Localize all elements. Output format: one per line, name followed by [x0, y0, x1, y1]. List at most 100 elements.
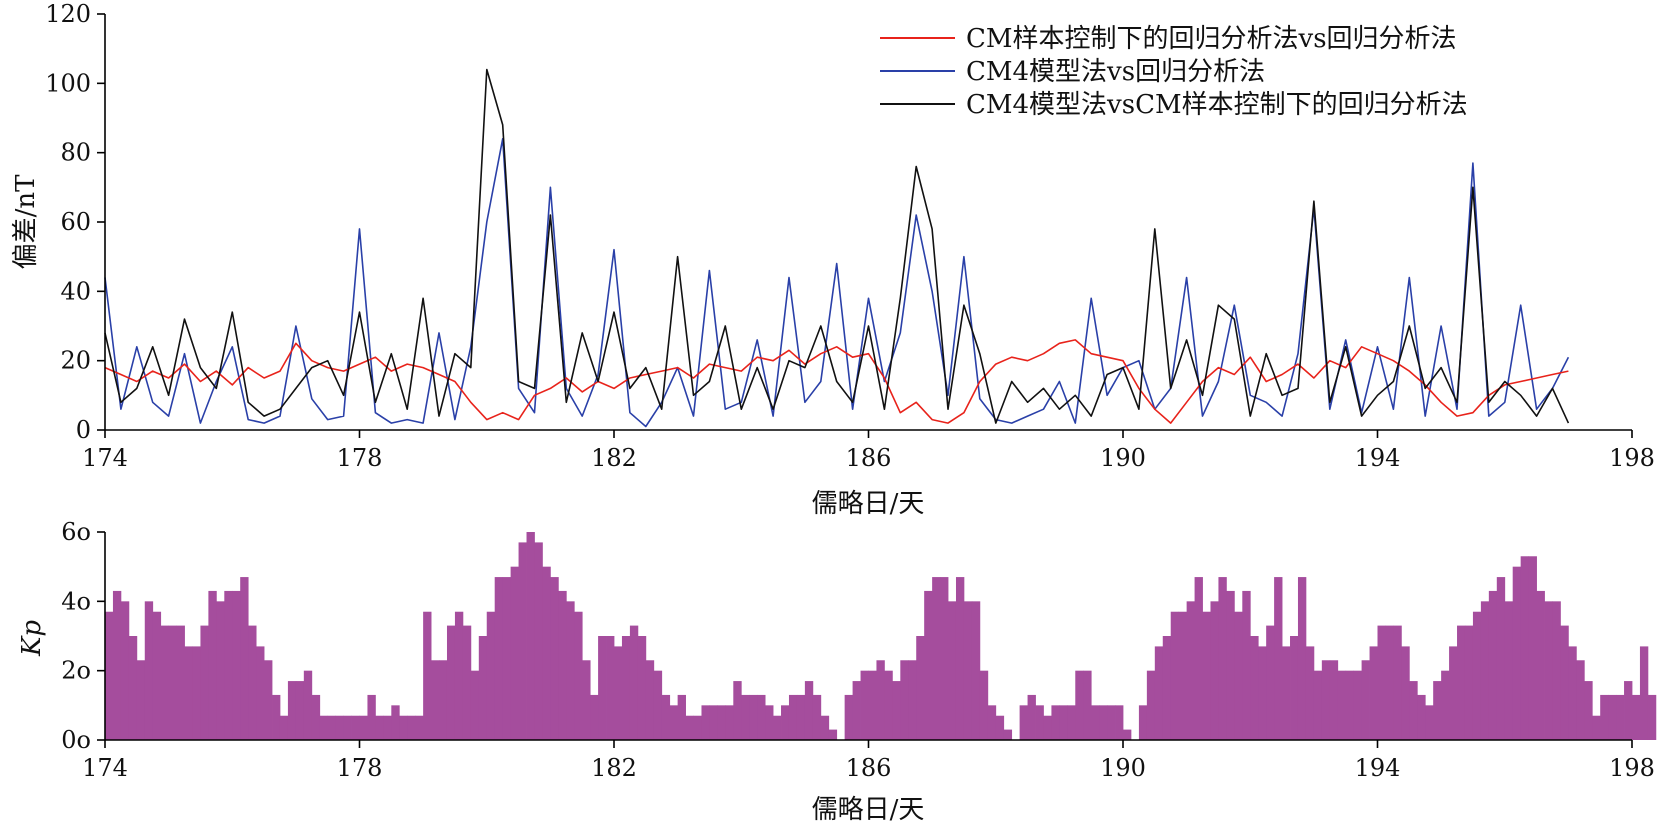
kp-bar: [1600, 694, 1609, 740]
kp-bar: [979, 670, 989, 740]
kp-bar: [1313, 670, 1323, 740]
kp-bar: [502, 577, 512, 740]
kp-bar: [852, 681, 861, 740]
kp-bar: [916, 636, 925, 740]
kp-bar: [1536, 590, 1545, 740]
kp-bar: [1146, 670, 1156, 740]
kp-bar: [224, 590, 233, 740]
kp-bar: [351, 715, 360, 740]
kp-bar: [279, 715, 289, 740]
kp-bar: [1496, 577, 1506, 740]
kp-bar: [1019, 705, 1028, 740]
kp-bar-group: [105, 532, 1657, 740]
kp-bar: [542, 566, 551, 740]
kp-bar: [1369, 646, 1378, 740]
kp-bar: [399, 715, 408, 740]
kp-bar: [446, 625, 456, 740]
kp-bar: [1472, 611, 1482, 740]
kp-bar: [1584, 681, 1593, 740]
kp-bar: [423, 611, 432, 740]
kp-bar: [614, 646, 623, 740]
kp-bar: [534, 542, 543, 740]
kp-bar: [1083, 670, 1092, 740]
kp-bar: [971, 601, 981, 740]
kp-bar: [1027, 694, 1036, 740]
kp-bar: [383, 715, 392, 740]
y-tick-label: 20: [60, 347, 91, 375]
x-tick-label: 198: [1609, 444, 1655, 472]
kp-bar: [1632, 694, 1641, 740]
kp-bar: [820, 715, 830, 740]
kp-bar: [661, 694, 671, 740]
kp-bar: [1441, 670, 1450, 740]
kp-bar: [1576, 660, 1585, 740]
kp-bar: [1107, 705, 1116, 740]
kp-bar: [1154, 646, 1164, 740]
x-tick-label: 182: [591, 444, 637, 472]
kp-bar: [1409, 681, 1418, 740]
kp-bar: [152, 611, 162, 740]
kp-bar: [1568, 646, 1577, 740]
kp-bar: [1274, 577, 1283, 740]
kp-bar: [685, 715, 694, 740]
kp-bar: [1401, 646, 1410, 740]
kp-bar: [232, 590, 241, 740]
kp-bar: [1099, 705, 1108, 740]
kp-bar: [1337, 670, 1347, 740]
kp-bar: [303, 670, 313, 740]
kp-bar: [319, 715, 329, 740]
kp-bar: [558, 590, 567, 740]
kp-bar: [1250, 636, 1259, 740]
kp-bar: [924, 590, 933, 740]
kp-bar: [701, 705, 710, 740]
kp-bar: [1345, 670, 1355, 740]
kp-bar: [590, 694, 599, 740]
kp-bar: [574, 611, 583, 740]
kp-bar: [629, 625, 639, 740]
kp-bar: [526, 532, 535, 740]
kp-bar: [494, 577, 504, 740]
kp-bar: [1035, 705, 1044, 740]
kp-bar: [367, 694, 376, 740]
kp-bar: [1624, 681, 1633, 740]
kp-bar: [1043, 715, 1052, 740]
kp-bar: [1457, 625, 1466, 740]
kp-x-tick-label: 178: [337, 754, 383, 782]
kp-bar: [184, 646, 193, 740]
y-tick-label: 40: [60, 277, 91, 305]
kp-bar: [1520, 556, 1530, 740]
kp-bar: [788, 694, 798, 740]
kp-bar: [1639, 646, 1649, 740]
kp-bar: [407, 715, 416, 740]
kp-bar: [1488, 590, 1498, 740]
kp-bar: [1329, 660, 1339, 740]
kp-bar: [1226, 590, 1235, 740]
kp-bar: [462, 625, 472, 740]
deviation-ticks: 174 178 182 186 190 194 198 0 20 40 60 80 100 120: [45, 0, 1655, 472]
kp-bar: [486, 611, 496, 740]
kp-bar: [1297, 577, 1307, 740]
y-axis-title: 偏差/nT: [11, 174, 41, 270]
kp-bar: [1449, 646, 1458, 740]
kp-bar: [1353, 670, 1362, 740]
kp-bar: [1433, 681, 1442, 740]
legend: CM样本控制下的回归分析法vs回归分析法CM4模型法vs回归分析法CM4模型法v…: [880, 24, 1468, 120]
kp-y-axis-title: Kp: [17, 620, 47, 657]
kp-x-tick-label: 190: [1100, 754, 1146, 782]
kp-bar: [1178, 611, 1188, 740]
kp-bar: [295, 681, 305, 740]
kp-y-tick-label: 2o: [61, 657, 91, 685]
x-tick-label: 186: [846, 444, 892, 472]
kp-bar: [773, 715, 782, 740]
kp-bar: [1480, 601, 1490, 740]
kp-bar: [1067, 705, 1076, 740]
kp-bar: [781, 705, 790, 740]
kp-bar: [264, 660, 273, 740]
kp-bar: [669, 705, 679, 740]
legend-entry-label: CM4模型法vsCM样本控制下的回归分析法: [966, 90, 1468, 120]
kp-bar: [1305, 646, 1315, 740]
kp-bar: [120, 601, 130, 740]
kp-bar: [749, 694, 758, 740]
deviation-series-group: [104, 68, 1570, 428]
kp-bar: [598, 636, 607, 740]
